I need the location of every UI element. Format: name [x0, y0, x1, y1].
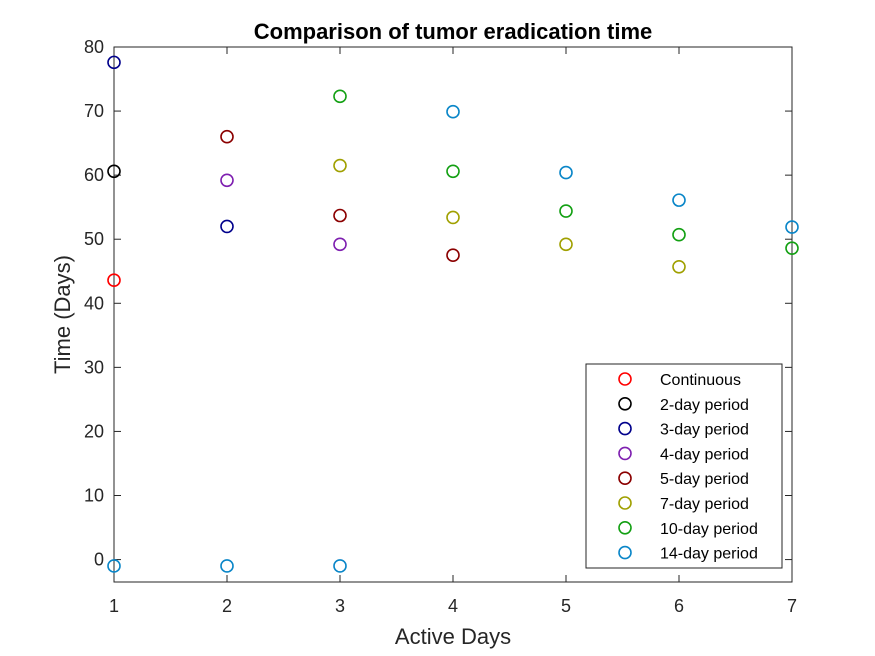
data-point — [559, 204, 573, 218]
data-point — [672, 227, 686, 242]
data-point — [672, 193, 686, 207]
y-tick-label: 80 — [84, 37, 104, 57]
data-point — [333, 158, 347, 173]
y-tick-label: 60 — [84, 165, 104, 185]
data-point — [672, 259, 686, 274]
x-tick-label: 3 — [335, 596, 345, 616]
legend-label: 14-day period — [660, 546, 758, 563]
x-tick-labels: 1 2 3 4 5 6 7 — [109, 596, 797, 616]
y-tick-label: 0 — [94, 550, 104, 570]
data-point — [220, 173, 234, 188]
data-point — [333, 208, 347, 223]
legend-marker — [618, 496, 632, 510]
legend-box — [585, 363, 783, 569]
data-point — [446, 164, 460, 179]
data-point — [446, 104, 460, 119]
legend-marker — [618, 396, 632, 411]
x-tick-label: 5 — [561, 596, 571, 616]
legend-marker — [618, 471, 632, 486]
y-tick-label: 20 — [84, 421, 104, 441]
data-point — [446, 210, 460, 225]
legend-label: 2-day period — [660, 397, 749, 414]
x-axis-label: Active Days — [395, 624, 511, 649]
legend-label: 5-day period — [660, 471, 749, 488]
data-point — [333, 559, 347, 573]
legend-marker — [618, 545, 632, 560]
y-tick-label: 40 — [84, 293, 104, 313]
legend-label: 4-day period — [660, 446, 749, 463]
x-tick-label: 7 — [787, 596, 797, 616]
data-point — [220, 129, 234, 144]
plot-frame — [113, 46, 793, 583]
legend-marker — [618, 446, 632, 461]
x-tick-label: 1 — [109, 596, 119, 616]
data-point — [107, 164, 121, 179]
data-point — [107, 273, 121, 288]
data-point — [220, 559, 234, 573]
data-markers — [107, 55, 799, 573]
legend-label: 7-day period — [660, 496, 749, 513]
data-point — [220, 219, 234, 234]
y-tick-label: 70 — [84, 101, 104, 121]
legend-marker — [618, 421, 632, 436]
legend-label: 10-day period — [660, 521, 758, 538]
legend-label: Continuous — [660, 372, 741, 389]
data-point — [559, 165, 573, 180]
data-point — [785, 241, 799, 255]
x-tick-label: 6 — [674, 596, 684, 616]
x-tick-label: 2 — [222, 596, 232, 616]
x-tick-label: 4 — [448, 596, 458, 616]
y-axis-label: Time (Days) — [50, 255, 75, 374]
legend: Continuous 2-day period 3-day period 4-day … — [585, 363, 783, 569]
legend-marker — [618, 520, 632, 535]
data-point — [785, 220, 799, 234]
legend-marker — [618, 372, 632, 386]
y-tick-label: 10 — [84, 486, 104, 506]
chart-title: Comparison of tumor eradication time — [254, 19, 653, 44]
legend-label: 3-day period — [660, 422, 749, 439]
data-point — [559, 237, 573, 252]
data-point — [107, 55, 121, 70]
y-tick-labels: 0 10 20 30 40 50 60 70 80 — [84, 37, 104, 570]
y-tick-label: 30 — [84, 357, 104, 377]
data-point — [446, 248, 460, 263]
data-point — [107, 559, 121, 573]
y-tick-label: 50 — [84, 229, 104, 249]
data-point — [333, 89, 347, 104]
data-point — [333, 237, 347, 252]
